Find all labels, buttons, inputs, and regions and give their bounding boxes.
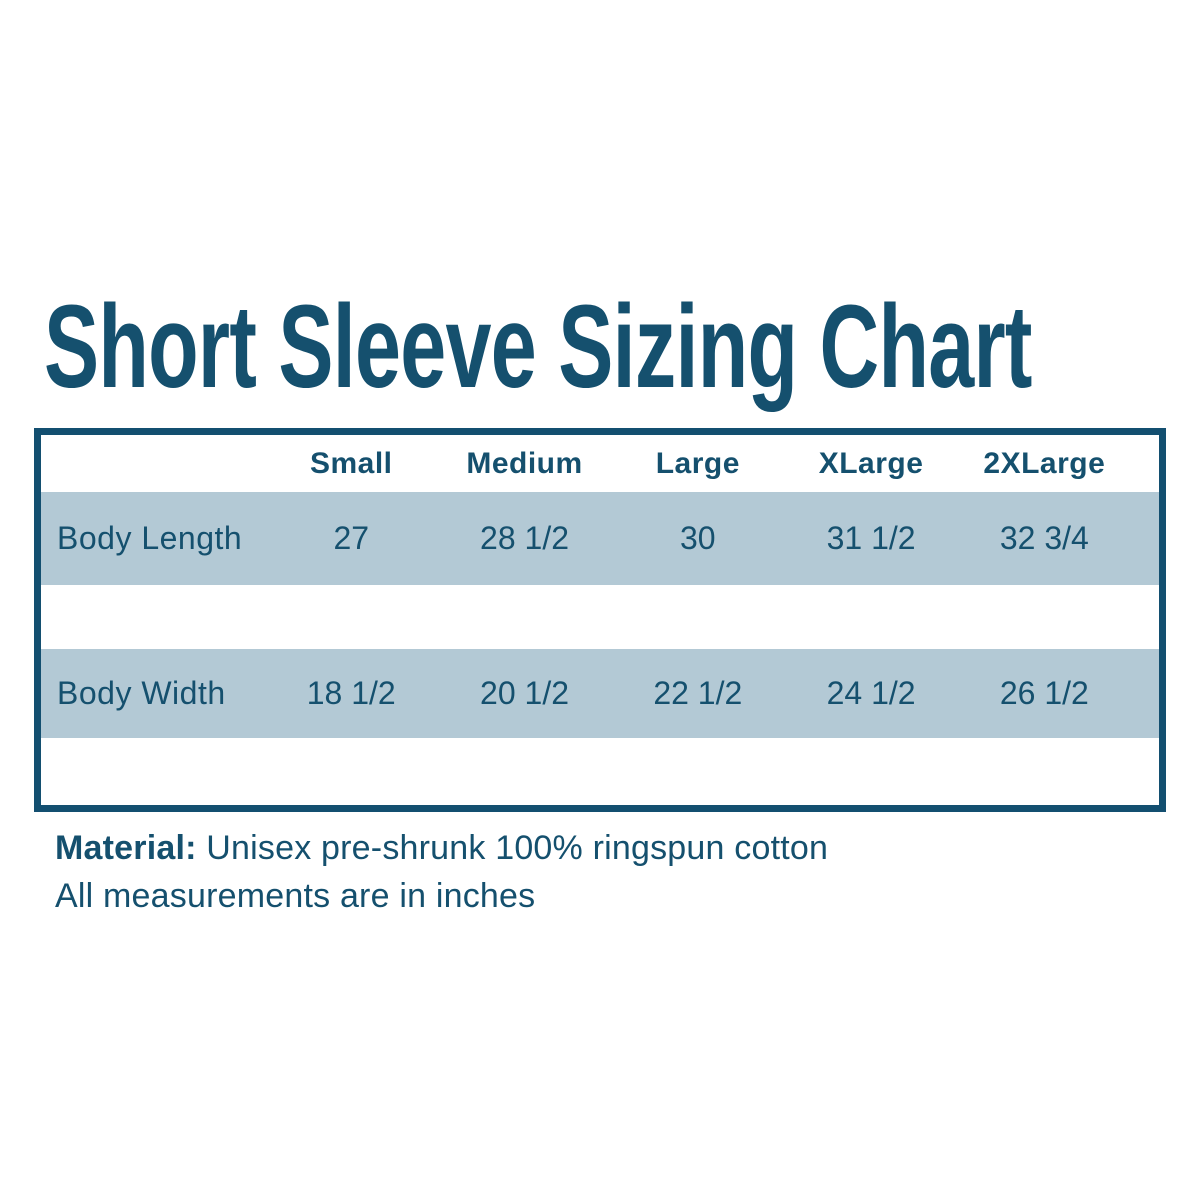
cell-body-width-large: 22 1/2 xyxy=(653,675,743,711)
cell-body-width-small: 18 1/2 xyxy=(306,675,396,711)
column-header-large: Large xyxy=(655,446,740,480)
notes-block: Material: Unisex pre-shrunk 100% ringspu… xyxy=(55,824,828,920)
cell-body-length-small: 27 xyxy=(333,520,370,556)
material-label: Material: xyxy=(55,829,197,867)
table-row-body-width: Body Width 18 1/2 20 1/2 22 1/2 24 1/2 2… xyxy=(41,649,1159,738)
cell-body-width-xlarge: 24 1/2 xyxy=(826,675,916,711)
cell-body-length-large: 30 xyxy=(680,520,716,556)
page-title: Short Sleeve Sizing Chart xyxy=(44,281,1032,413)
table-header-row: Small Medium Large XLarge 2XLarge xyxy=(41,435,1159,492)
table-bottom-spacer-row xyxy=(41,738,1159,805)
cell-body-length-xlarge: 31 1/2 xyxy=(826,520,916,556)
sizing-table: Small Medium Large XLarge 2XLarge Body L… xyxy=(34,428,1166,812)
column-header-small: Small xyxy=(309,446,393,480)
column-header-medium: Medium xyxy=(466,446,583,480)
material-value: Unisex pre-shrunk 100% ringspun cotton xyxy=(206,829,829,867)
cell-body-width-medium: 20 1/2 xyxy=(480,675,569,711)
material-note: Material: Unisex pre-shrunk 100% ringspu… xyxy=(55,824,828,872)
table-spacer-row xyxy=(41,585,1159,649)
column-header-xlarge: XLarge xyxy=(818,446,924,480)
measurements-note: All measurements are in inches xyxy=(55,877,536,915)
cell-body-length-2xlarge: 32 3/4 xyxy=(999,520,1089,556)
table-row-body-length: Body Length 27 28 1/2 30 31 1/2 32 3/4 xyxy=(41,492,1159,585)
cell-body-width-2xlarge: 26 1/2 xyxy=(999,675,1089,711)
row-label-body-length: Body Length xyxy=(57,520,243,556)
column-header-2xlarge: 2XLarge xyxy=(983,446,1106,480)
row-label-body-width: Body Width xyxy=(57,675,226,711)
cell-body-length-medium: 28 1/2 xyxy=(480,520,569,556)
